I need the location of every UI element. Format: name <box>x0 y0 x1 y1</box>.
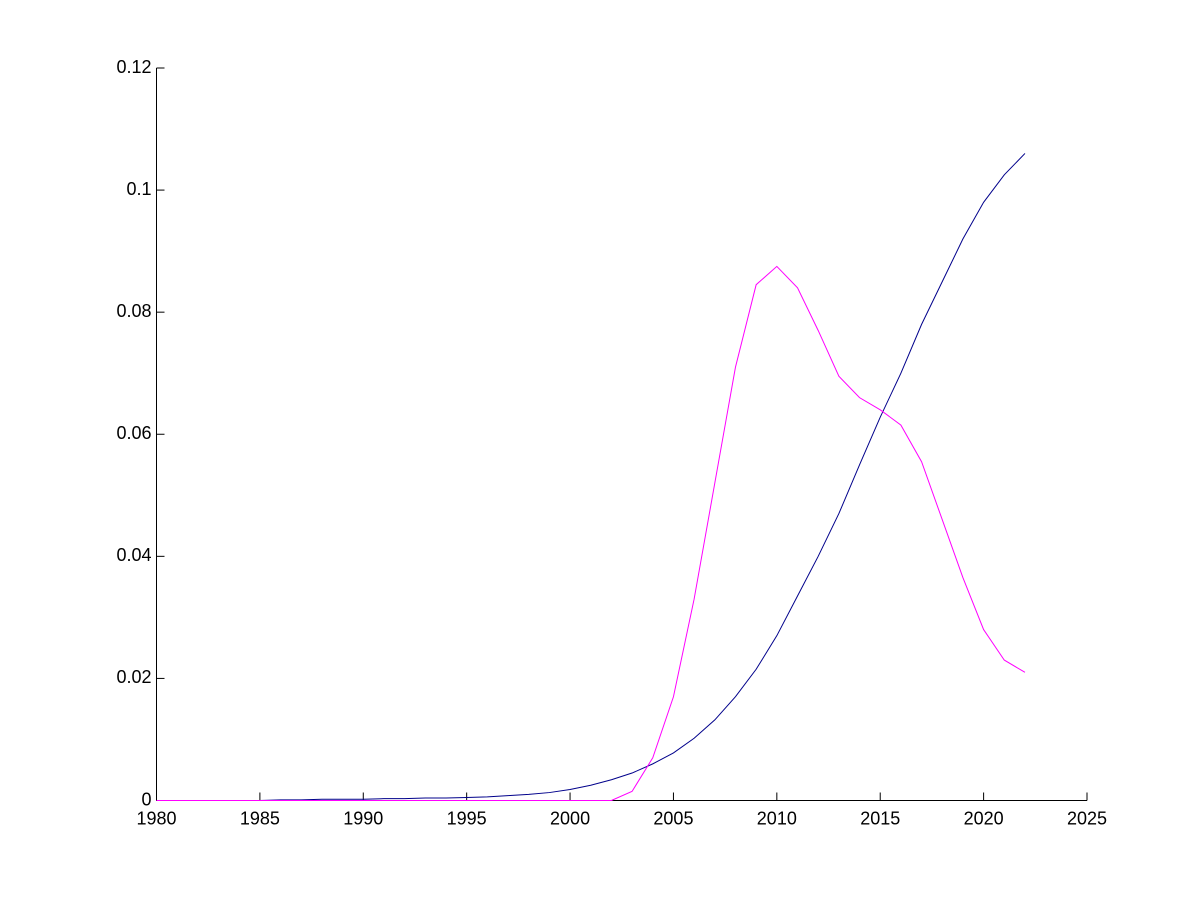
x-tick-label: 2020 <box>964 808 1004 828</box>
x-tick-label: 1980 <box>136 808 176 828</box>
y-tick-label: 0 <box>141 789 151 809</box>
series-line <box>156 153 1026 801</box>
y-tick-label: 0.04 <box>116 545 151 565</box>
x-tick-label: 2010 <box>757 808 797 828</box>
y-tick-label: 0.06 <box>116 423 151 443</box>
y-tick-label: 0.08 <box>116 301 151 321</box>
y-tick-label: 0.02 <box>116 667 151 687</box>
y-tick-label: 0.1 <box>126 179 151 199</box>
x-tick-label: 2005 <box>653 808 693 828</box>
y-tick-label: 0.12 <box>116 57 151 77</box>
x-tick-label: 2000 <box>550 808 590 828</box>
x-tick-label: 2025 <box>1067 808 1107 828</box>
x-tick-label: 1995 <box>447 808 487 828</box>
series-line <box>156 265 1026 801</box>
x-tick-label: 2015 <box>860 808 900 828</box>
x-tick-label: 1985 <box>240 808 280 828</box>
x-tick-label: 1990 <box>343 808 383 828</box>
